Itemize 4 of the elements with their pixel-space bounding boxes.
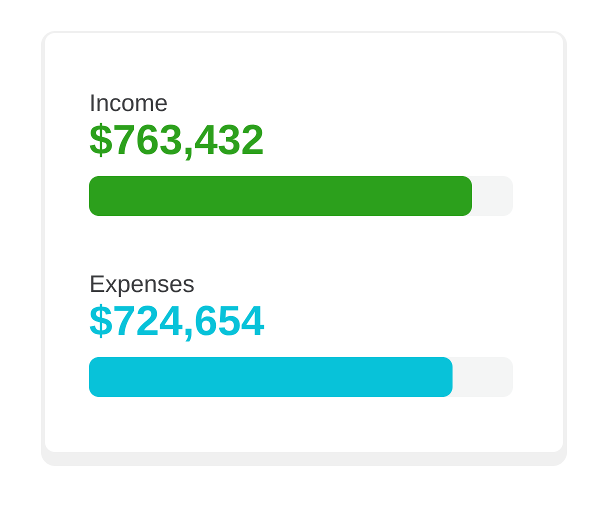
y-tick-label: Income (91, 94, 167, 112)
data-label: $724,654 (90, 304, 264, 342)
data-label: $763,432 (90, 122, 263, 160)
y-tick-label: Expenses (91, 275, 194, 297)
